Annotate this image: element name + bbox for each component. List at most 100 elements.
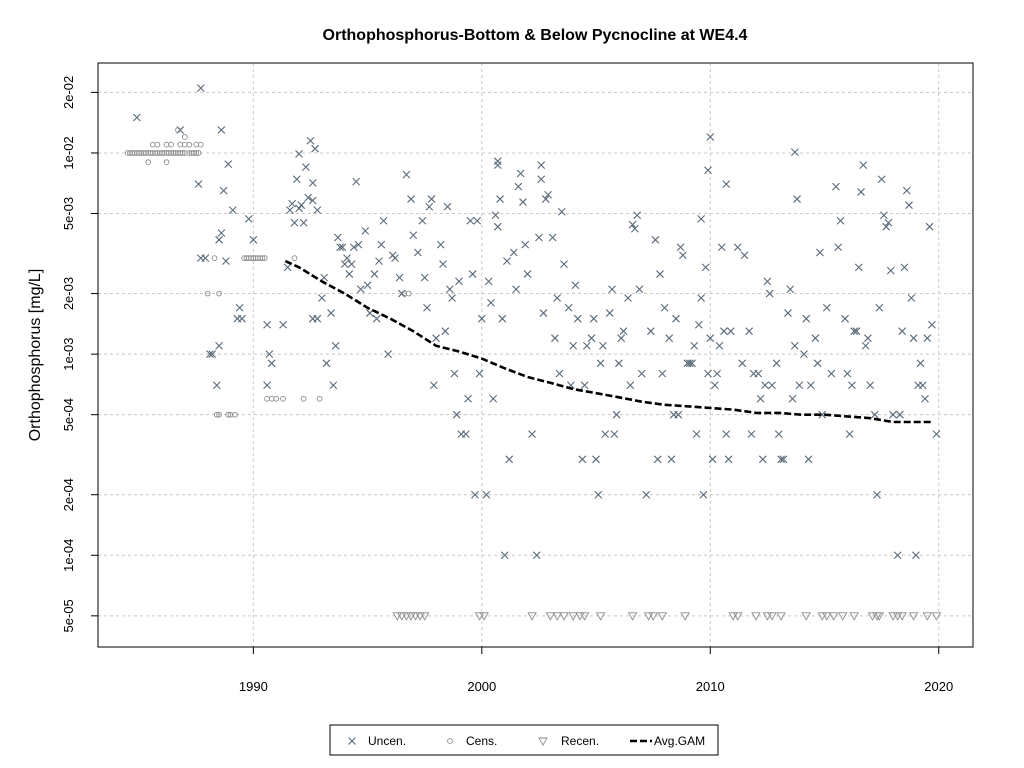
uncensored-point xyxy=(244,215,253,223)
uncensored-point xyxy=(217,126,226,134)
recensored-point xyxy=(874,612,885,621)
uncensored-point xyxy=(822,303,831,312)
uncensored-point xyxy=(224,160,233,169)
recensored-point xyxy=(931,612,942,621)
uncensored-point xyxy=(918,381,927,390)
uncensored-point xyxy=(361,226,370,235)
uncensored-point xyxy=(384,350,393,359)
uncensored-point xyxy=(882,222,891,231)
uncensored-point xyxy=(306,136,315,145)
uncensored-point xyxy=(391,254,399,263)
x-tick-label: 1990 xyxy=(239,679,268,694)
recensored-point xyxy=(568,612,578,621)
uncensored-point xyxy=(758,455,767,464)
uncensored-point xyxy=(571,281,580,290)
uncensored-point xyxy=(423,303,431,312)
uncensored-point xyxy=(672,314,680,323)
uncensored-point xyxy=(779,455,788,464)
recensored-point xyxy=(680,612,690,621)
uncensored-point xyxy=(331,341,340,350)
recensored-point xyxy=(767,612,777,621)
uncensored-point xyxy=(836,216,845,225)
recensored-point xyxy=(627,612,638,621)
uncensored-point xyxy=(706,334,715,343)
uncensored-point xyxy=(745,327,753,336)
uncensored-point xyxy=(208,350,217,359)
uncensored-point xyxy=(196,84,205,93)
recensored-point xyxy=(410,612,421,621)
uncensored-point xyxy=(503,257,511,265)
uncensored-point xyxy=(726,327,735,336)
uncensored-point xyxy=(827,369,836,378)
uncensored-point xyxy=(132,113,141,122)
recensored-point xyxy=(922,612,933,621)
recensored-point xyxy=(776,612,786,621)
recensored-point xyxy=(575,612,585,621)
legend-recen-symbol xyxy=(538,737,548,746)
uncensored-point xyxy=(873,490,881,499)
y-tick-label: 1e-04 xyxy=(61,539,76,572)
uncensored-point xyxy=(660,303,669,312)
gam-line-layer xyxy=(284,259,932,424)
uncensored-point xyxy=(690,341,699,350)
uncensored-point xyxy=(599,341,607,350)
uncensored-point xyxy=(738,359,747,368)
uncensored-point xyxy=(678,251,687,260)
uncensored-point xyxy=(212,381,221,390)
uncensored-point xyxy=(297,201,306,210)
uncensored-point xyxy=(909,334,918,343)
uncensored-point xyxy=(194,180,203,189)
y-tick-label: 1e-02 xyxy=(61,136,76,169)
uncensored-point xyxy=(482,490,491,499)
uncensored-point xyxy=(768,381,776,390)
uncensored-point xyxy=(722,180,731,189)
uncensored-point xyxy=(608,285,616,294)
uncensored-point xyxy=(560,260,568,269)
uncensored-point xyxy=(286,206,294,214)
recensored-point xyxy=(657,612,668,621)
uncensored-point xyxy=(818,410,827,419)
uncensored-point xyxy=(539,309,548,317)
recensored-point xyxy=(406,612,416,621)
uncensored-point xyxy=(493,157,502,166)
uncensored-point xyxy=(667,455,676,464)
uncensored-point xyxy=(544,190,552,199)
uncensored-point xyxy=(845,430,854,439)
uncensored-point xyxy=(676,243,685,252)
uncensored-point xyxy=(898,327,907,336)
recensored-point xyxy=(579,612,590,621)
uncensored-point xyxy=(880,211,888,220)
uncensored-point xyxy=(697,294,706,302)
uncensored-point xyxy=(658,369,667,378)
uncensored-point xyxy=(852,327,861,336)
censored-point xyxy=(154,141,161,148)
data-points xyxy=(124,84,942,621)
uncensored-point xyxy=(804,455,813,464)
uncensored-point xyxy=(875,303,884,312)
censored-point xyxy=(213,411,220,418)
censored-point xyxy=(316,395,323,402)
uncensored-point xyxy=(633,211,642,220)
uncensored-point xyxy=(674,410,683,419)
uncensored-point xyxy=(866,381,875,390)
uncensored-point xyxy=(372,314,381,323)
uncensored-point xyxy=(532,551,541,560)
uncensored-point xyxy=(569,341,578,350)
uncensored-point xyxy=(927,320,936,329)
uncensored-point xyxy=(907,294,916,302)
censored-point xyxy=(261,255,268,261)
uncensored-point xyxy=(379,216,388,225)
uncensored-point xyxy=(704,166,712,175)
uncensored-point xyxy=(573,314,582,323)
uncensored-point xyxy=(201,254,210,263)
uncensored-point xyxy=(500,551,509,560)
recensored-point xyxy=(817,612,827,621)
uncensored-point xyxy=(557,207,566,216)
uncensored-point xyxy=(688,359,696,368)
uncensored-point xyxy=(537,161,546,170)
uncensored-point xyxy=(215,235,223,244)
censored-point xyxy=(273,395,280,402)
legend-label: Cens. xyxy=(466,734,497,748)
uncensored-point xyxy=(413,248,422,257)
